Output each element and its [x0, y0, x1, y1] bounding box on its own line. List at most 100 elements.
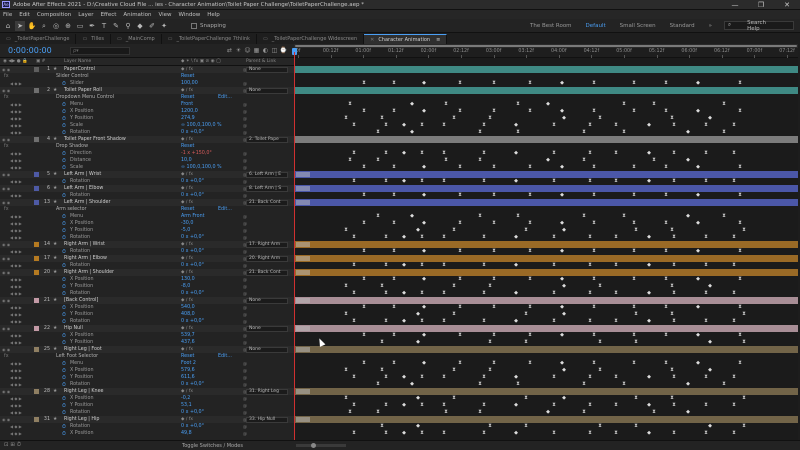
keyframe-icon[interactable]: ⧗ — [592, 248, 596, 254]
keyframe-icon[interactable]: ◆ — [647, 402, 651, 408]
stopwatch-icon[interactable]: ⏱ — [62, 263, 66, 269]
keyframe-icon[interactable]: ⧗ — [582, 213, 586, 219]
keyframe-icon[interactable]: ⧗ — [524, 395, 528, 401]
keyframe-icon[interactable]: ⧗ — [672, 430, 676, 436]
keyframe-icon[interactable]: ◆ — [402, 122, 406, 128]
keyframe-icon[interactable]: ⧗ — [614, 122, 618, 128]
keyframe-icon[interactable]: ◆ — [416, 423, 420, 429]
keyframe-nav-icon[interactable]: ◀ ◆ ▶ — [10, 249, 22, 254]
label-color-swatch[interactable] — [34, 186, 39, 191]
keyframe-icon[interactable]: ⧗ — [352, 234, 356, 240]
parent-dropdown[interactable]: 8. Left Arm | S — [246, 185, 288, 192]
layer-switches[interactable]: ◆ ∕ fx — [181, 347, 194, 352]
keyframe-icon[interactable]: ⧗ — [704, 150, 708, 156]
keyframe-icon[interactable]: ◆ — [416, 311, 420, 317]
property-row[interactable]: ◀ ◆ ▶ ⏱ Rotation 0 x +0,0° @ — [0, 192, 294, 199]
property-row[interactable]: ◀ ◆ ▶ ⏱ Y Position 408,0 @ — [0, 311, 294, 318]
workspace-default[interactable]: Default — [585, 22, 606, 29]
toggle-switches-modes[interactable]: Toggle Switches / Modes — [182, 442, 243, 449]
property-row[interactable]: ◀ ◆ ▶ ⏱ Y Position 53,1 @ — [0, 402, 294, 409]
keyframe-icon[interactable]: ⧗ — [488, 423, 492, 429]
keyframe-icon[interactable]: ⧗ — [704, 318, 708, 324]
keyframe-icon[interactable]: ⧗ — [352, 262, 356, 268]
property-row[interactable]: ◀ ◆ ▶ ⏱ Scale ∞ 100,0,100,0 % @ — [0, 122, 294, 129]
keyframe-icon[interactable]: ⧗ — [516, 129, 520, 135]
layer-name[interactable]: [Back Control] — [64, 298, 99, 303]
keyframe-icon[interactable]: ⧗ — [672, 374, 676, 380]
layer-duration-bar[interactable] — [294, 388, 798, 395]
parent-pickwhip-icon[interactable]: @ — [243, 200, 247, 205]
keyframe-icon[interactable]: ⧗ — [458, 276, 462, 282]
layer-name[interactable]: Hip Null — [64, 326, 83, 331]
keyframe-nav-icon[interactable]: ◀ ◆ ▶ — [10, 179, 22, 184]
parent-pickwhip-icon[interactable]: @ — [243, 186, 247, 191]
keyframe-icon[interactable]: ⧗ — [704, 234, 708, 240]
keyframe-icon[interactable]: ⧗ — [614, 150, 618, 156]
stopwatch-icon[interactable]: ⏱ — [62, 403, 66, 409]
keyframe-icon[interactable]: ⧗ — [732, 122, 736, 128]
time-stretch-icon[interactable]: ⌚ — [279, 47, 288, 54]
keyframe-icon[interactable]: ⧗ — [670, 367, 674, 373]
keyframe-icon[interactable]: ⧗ — [492, 304, 496, 310]
keyframe-icon[interactable]: ⧗ — [732, 234, 736, 240]
keyframe-nav-icon[interactable]: ◀ ◆ ▶ — [10, 81, 22, 86]
parent-dropdown[interactable]: None — [246, 297, 288, 304]
keyframe-icon[interactable]: ⧗ — [482, 318, 486, 324]
keyframe-icon[interactable]: ⧗ — [452, 311, 456, 317]
keyframe-icon[interactable]: ⧗ — [352, 402, 356, 408]
stopwatch-icon[interactable]: ⏱ — [62, 431, 66, 437]
keyframe-icon[interactable]: ◆ — [560, 248, 564, 254]
close-tab-icon[interactable]: ▭ — [262, 36, 268, 42]
menu-effect[interactable]: Effect — [100, 11, 117, 18]
keyframe-nav-icon[interactable]: ◀ ◆ ▶ — [10, 424, 22, 429]
keyframe-icon[interactable]: ⧗ — [444, 101, 448, 107]
keyframe-icon[interactable]: ⧗ — [458, 80, 462, 86]
keyframe-icon[interactable]: ⧗ — [478, 409, 482, 415]
property-pickwhip-icon[interactable]: @ — [243, 375, 247, 380]
keyframe-icon[interactable]: ⧗ — [672, 178, 676, 184]
keyframe-icon[interactable]: ⧗ — [672, 234, 676, 240]
keyframe-icon[interactable]: ⧗ — [632, 164, 636, 170]
keyframe-icon[interactable]: ⧗ — [632, 304, 636, 310]
keyframe-icon[interactable]: ⧗ — [384, 150, 388, 156]
keyframe-icon[interactable]: ⧗ — [492, 192, 496, 198]
visibility-eye-icon[interactable]: ◉ ◉ — [2, 88, 11, 93]
layer-in-point-marker[interactable] — [296, 200, 310, 205]
keyframe-icon[interactable]: ◆ — [422, 332, 426, 338]
layer-duration-bar[interactable] — [294, 269, 798, 276]
keyframe-nav-icon[interactable]: ◀ ◆ ▶ — [10, 291, 22, 296]
property-row[interactable]: ◀ ◆ ▶ ⏱ Menu Front @ — [0, 101, 294, 108]
keyframe-icon[interactable]: ⧗ — [738, 164, 742, 170]
keyframe-icon[interactable]: ◆ — [422, 192, 426, 198]
layer-row[interactable]: ◉ ◉ 4 ★ Toilet Paper Front Shadow ◆ ∕ fx @2. … — [0, 136, 294, 143]
keyframe-icon[interactable]: ◆ — [647, 178, 651, 184]
keyframe-icon[interactable]: ◆ — [402, 430, 406, 436]
layer-duration-bar[interactable] — [294, 185, 798, 192]
property-row[interactable]: ◀ ◆ ▶ ⏱ Rotation 0 x +0,0° @ — [0, 290, 294, 297]
keyframe-icon[interactable]: ◆ — [686, 213, 690, 219]
keyframe-icon[interactable]: ⧗ — [670, 115, 674, 121]
keyframe-icon[interactable]: ⧗ — [732, 178, 736, 184]
workspace-standard[interactable]: Standard — [669, 22, 695, 29]
layer-row[interactable]: ◉ ◉ 5 ★ Left Arm | Wrist ◆ ∕ fx @6. Left Arm … — [0, 171, 294, 178]
keyframe-icon[interactable]: ⧗ — [738, 220, 742, 226]
keyframe-icon[interactable]: ⧗ — [552, 150, 556, 156]
close-tab-icon[interactable]: ▭ — [82, 36, 88, 42]
layer-name[interactable]: Left Arm | Elbow — [64, 186, 104, 191]
keyframe-icon[interactable]: ◆ — [647, 318, 651, 324]
keyframe-icon[interactable]: ⧗ — [478, 381, 482, 387]
parent-pickwhip-icon[interactable]: @ — [243, 88, 247, 93]
property-value[interactable]: 274,9 — [181, 116, 195, 121]
parent-pickwhip-icon[interactable]: @ — [243, 137, 247, 142]
visibility-eye-icon[interactable]: ◉ ◉ — [2, 200, 11, 205]
close-tab-icon[interactable]: ✕ — [370, 36, 375, 43]
keyframe-icon[interactable]: ⧗ — [452, 395, 456, 401]
keyframe-icon[interactable]: ⧗ — [420, 318, 424, 324]
layer-in-point-marker[interactable] — [296, 270, 310, 275]
keyframe-icon[interactable]: ⧗ — [582, 157, 586, 163]
keyframe-nav-icon[interactable]: ◀ ◆ ▶ — [10, 123, 22, 128]
keyframe-icon[interactable]: ◆ — [696, 164, 700, 170]
keyframe-icon[interactable]: ⧗ — [524, 311, 528, 317]
stopwatch-icon[interactable]: ⏱ — [62, 284, 66, 290]
keyframe-icon[interactable]: ⧗ — [458, 192, 462, 198]
